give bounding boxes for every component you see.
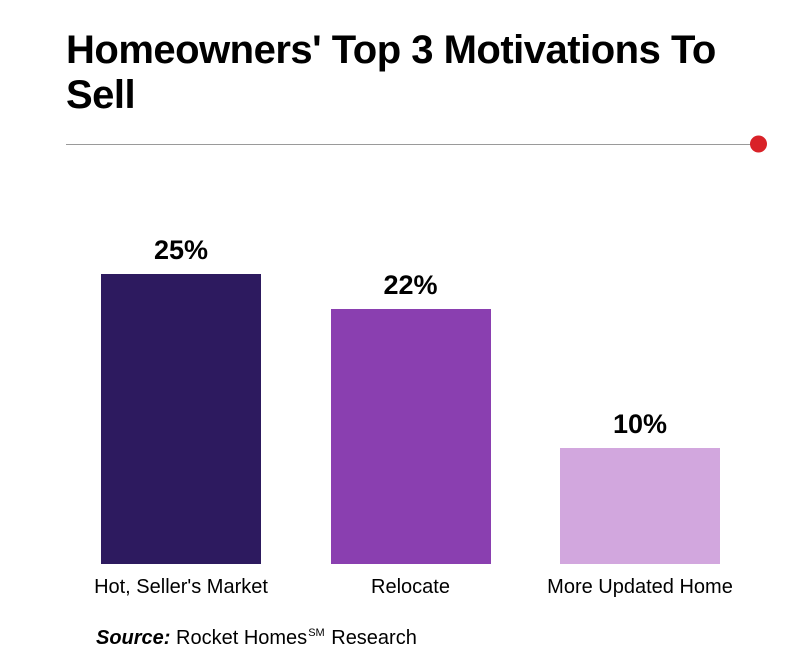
- bar-0: [101, 274, 261, 564]
- bar-1: [331, 309, 491, 564]
- divider-dot-icon: [750, 135, 767, 152]
- source-name-2: Research: [326, 627, 417, 649]
- bar-labels-row: Hot, Seller's Market Relocate More Updat…: [66, 564, 755, 599]
- source-prefix: Source:: [96, 627, 170, 649]
- title-divider: [66, 136, 755, 152]
- source-name-1: Rocket Homes: [176, 627, 307, 649]
- bar-value-2: 10%: [613, 409, 667, 440]
- source-attribution: Source: Rocket HomesSM Research: [66, 627, 755, 650]
- bar-2: [560, 448, 720, 564]
- bar-label-0: Hot, Seller's Market: [76, 576, 286, 599]
- divider-line: [66, 144, 765, 145]
- bar-value-0: 25%: [154, 235, 208, 266]
- chart-container: Homeowners' Top 3 Motivations To Sell 25…: [0, 0, 801, 644]
- source-sm-mark: SM: [308, 627, 325, 639]
- bar-chart: 25% 22% 10%: [66, 194, 755, 564]
- bar-label-1: Relocate: [306, 576, 516, 599]
- chart-title: Homeowners' Top 3 Motivations To Sell: [66, 28, 755, 118]
- source-text: Rocket HomesSM Research: [176, 627, 417, 649]
- bar-group-0: 25%: [76, 235, 286, 564]
- bar-label-2: More Updated Home: [535, 576, 745, 599]
- bar-group-2: 10%: [535, 409, 745, 564]
- bar-value-1: 22%: [383, 270, 437, 301]
- bar-group-1: 22%: [306, 270, 516, 564]
